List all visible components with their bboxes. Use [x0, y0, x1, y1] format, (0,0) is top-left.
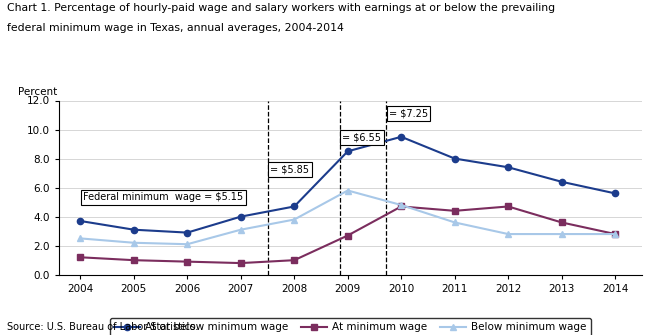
At minimum wage [611, 232, 619, 236]
Text: = $6.55: = $6.55 [343, 133, 381, 143]
At or below minimum wage [611, 191, 619, 195]
At or below minimum wage [451, 156, 458, 160]
Below minimum wage [611, 232, 619, 236]
Below minimum wage [290, 217, 298, 221]
At or below minimum wage [130, 228, 138, 232]
Text: = $5.85: = $5.85 [271, 164, 309, 175]
Text: federal minimum wage in Texas, annual averages, 2004-2014: federal minimum wage in Texas, annual av… [7, 23, 343, 34]
Text: Percent: Percent [18, 87, 58, 97]
At minimum wage [451, 209, 458, 213]
Legend: At or below minimum wage, At minimum wage, Below minimum wage: At or below minimum wage, At minimum wag… [110, 318, 591, 335]
Below minimum wage [130, 241, 138, 245]
Line: At or below minimum wage: At or below minimum wage [77, 134, 618, 236]
Below minimum wage [237, 228, 245, 232]
Below minimum wage [398, 203, 405, 207]
At or below minimum wage [237, 215, 245, 219]
At or below minimum wage [504, 165, 512, 169]
At or below minimum wage [558, 180, 566, 184]
Below minimum wage [183, 242, 191, 246]
At minimum wage [344, 233, 352, 238]
At minimum wage [504, 204, 512, 208]
Text: Source: U.S. Bureau of Labor Statistics.: Source: U.S. Bureau of Labor Statistics. [7, 322, 198, 332]
Below minimum wage [558, 232, 566, 236]
Below minimum wage [344, 189, 352, 193]
At minimum wage [558, 220, 566, 224]
At or below minimum wage [290, 204, 298, 208]
Text: Chart 1. Percentage of hourly-paid wage and salary workers with earnings at or b: Chart 1. Percentage of hourly-paid wage … [7, 3, 555, 13]
Text: = $7.25: = $7.25 [389, 109, 428, 119]
At minimum wage [183, 260, 191, 264]
At minimum wage [290, 258, 298, 262]
At or below minimum wage [344, 149, 352, 153]
Below minimum wage [451, 220, 458, 224]
At minimum wage [130, 258, 138, 262]
Text: Federal minimum  wage = $5.15: Federal minimum wage = $5.15 [83, 192, 243, 202]
Line: Below minimum wage: Below minimum wage [77, 187, 618, 247]
At or below minimum wage [183, 230, 191, 234]
Below minimum wage [77, 237, 84, 241]
Below minimum wage [504, 232, 512, 236]
At minimum wage [237, 261, 245, 265]
At or below minimum wage [398, 135, 405, 139]
Line: At minimum wage: At minimum wage [77, 203, 618, 266]
At or below minimum wage [77, 219, 84, 223]
At minimum wage [77, 255, 84, 259]
At minimum wage [398, 204, 405, 208]
